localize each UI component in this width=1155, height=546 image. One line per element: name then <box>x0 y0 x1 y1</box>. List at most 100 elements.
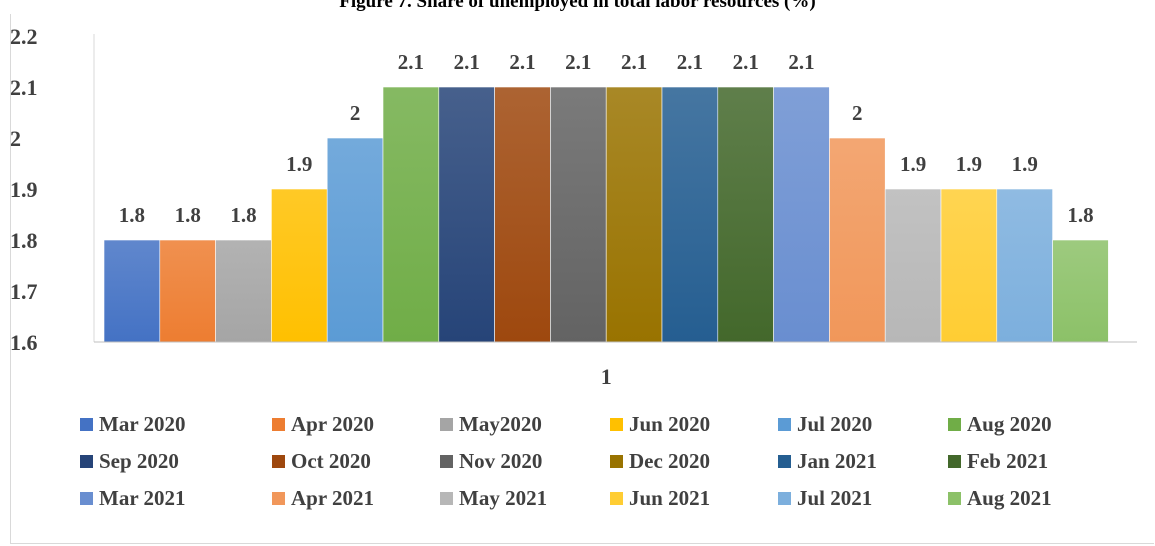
chart-title: Figure 7. Share of unemployed in total l… <box>339 0 816 12</box>
y-tick-label: 2 <box>10 126 21 151</box>
data-label: 2.1 <box>788 50 814 74</box>
legend-swatch <box>778 491 791 505</box>
bar <box>940 188 998 343</box>
legend-label: Apr 2021 <box>291 485 375 510</box>
data-label: 2.1 <box>733 50 759 74</box>
x-category-label: 1 <box>601 364 612 389</box>
data-label: 1.8 <box>1067 203 1093 227</box>
legend-item: Jun 2021 <box>610 478 710 518</box>
legend-swatch <box>80 454 93 468</box>
legend-swatch <box>948 417 961 431</box>
bar <box>494 86 551 343</box>
legend-row: Mar 2021 Apr 2021 May 2021 Jun 2021 Jul 2021… <box>0 478 1155 518</box>
legend-label: Jan 2021 <box>797 448 877 473</box>
bar <box>271 188 328 343</box>
legend-row: Mar 2020 Apr 2020 May2020 Jun 2020 Jul 2020 A… <box>0 404 1155 444</box>
bar <box>829 137 886 343</box>
data-label: 1.8 <box>230 203 256 227</box>
legend-swatch <box>80 491 93 505</box>
data-label: 1.9 <box>286 152 312 176</box>
legend-item: Mar 2020 <box>80 404 186 444</box>
bar <box>717 86 774 343</box>
legend-swatch <box>778 454 791 468</box>
legend-item: Aug 2021 <box>948 478 1052 518</box>
bar-chart-plot: 1.8 1.8 1.8 1.9 2 2.1 2.1 2.1 2.1 2.1 2.1 2.1 2.1 2 1.… <box>10 24 1137 389</box>
legend-swatch <box>610 417 623 431</box>
bar <box>1052 239 1109 343</box>
legend-label: Apr 2020 <box>291 411 375 436</box>
legend-label: Aug 2020 <box>967 411 1052 436</box>
y-tick-label: 2.2 <box>10 24 38 49</box>
bar <box>773 86 830 343</box>
legend-item: Jul 2020 <box>778 404 872 444</box>
data-label: 1.8 <box>175 203 201 227</box>
legend-item: Apr 2021 <box>272 478 374 518</box>
y-tick-label: 2.1 <box>10 75 38 100</box>
bar <box>215 239 272 343</box>
legend-item: Apr 2020 <box>272 404 374 444</box>
legend-label: Jun 2020 <box>629 411 711 436</box>
legend-item: Dec 2020 <box>610 441 710 481</box>
legend-label: Dec 2020 <box>629 448 711 473</box>
legend-swatch <box>778 417 791 431</box>
legend-item: May2020 <box>440 404 542 444</box>
legend-item: Mar 2021 <box>80 478 186 518</box>
legend-swatch <box>610 454 623 468</box>
legend-label: Jul 2020 <box>797 411 873 436</box>
legend-swatch <box>610 491 623 505</box>
legend-item: Jan 2021 <box>778 441 877 481</box>
legend-swatch <box>440 454 453 468</box>
legend-swatch <box>272 454 285 468</box>
bar <box>661 86 719 343</box>
legend-item: Sep 2020 <box>80 441 179 481</box>
legend-label: Jul 2021 <box>797 485 873 510</box>
y-tick-label: 1.7 <box>10 279 38 304</box>
legend-swatch <box>440 417 453 431</box>
legend-item: Jul 2021 <box>778 478 872 518</box>
data-label: 1.9 <box>956 152 982 176</box>
data-label: 2.1 <box>621 50 647 74</box>
bar <box>382 86 440 343</box>
data-label: 1.9 <box>1012 152 1038 176</box>
legend-item: Jun 2020 <box>610 404 710 444</box>
legend-item: May 2021 <box>440 478 547 518</box>
data-label: 2 <box>852 101 863 125</box>
y-tick-label: 1.9 <box>10 177 38 202</box>
data-label: 2.1 <box>677 50 703 74</box>
legend-label: Oct 2020 <box>291 448 371 473</box>
y-tick-label: 1.6 <box>10 330 38 355</box>
legend-swatch <box>80 417 93 431</box>
legend-item: Feb 2021 <box>948 441 1048 481</box>
bar <box>550 86 607 343</box>
legend-item: Aug 2020 <box>948 404 1052 444</box>
legend-item: Nov 2020 <box>440 441 542 481</box>
legend-label: Nov 2020 <box>459 448 543 473</box>
chart-frame <box>10 14 1154 544</box>
legend-label: Mar 2021 <box>99 485 186 510</box>
legend-label: Jun 2021 <box>629 485 711 510</box>
y-tick-label: 1.8 <box>10 228 38 253</box>
data-label: 2.1 <box>509 50 535 74</box>
data-label: 1.9 <box>900 152 926 176</box>
bar <box>605 86 663 343</box>
legend-label: Sep 2020 <box>99 448 179 473</box>
legend-row: Sep 2020 Oct 2020 Nov 2020 Dec 2020 Jan 2021… <box>0 441 1155 481</box>
legend-label: Feb 2021 <box>967 448 1049 473</box>
data-label: 2.1 <box>398 50 424 74</box>
legend-swatch <box>948 454 961 468</box>
bar <box>103 239 161 343</box>
bar <box>326 137 384 343</box>
bar <box>159 239 216 343</box>
legend-item: Oct 2020 <box>272 441 371 481</box>
legend-label: Mar 2020 <box>99 411 186 436</box>
legend-swatch <box>948 491 961 505</box>
legend-label: May 2021 <box>459 485 548 510</box>
bar <box>438 86 495 343</box>
bar <box>996 188 1053 343</box>
legend-swatch <box>272 417 285 431</box>
data-label: 1.8 <box>119 203 145 227</box>
data-label: 2.1 <box>565 50 591 74</box>
legend-swatch <box>440 491 453 505</box>
data-label: 2 <box>350 101 361 125</box>
legend-label: May2020 <box>459 411 542 436</box>
